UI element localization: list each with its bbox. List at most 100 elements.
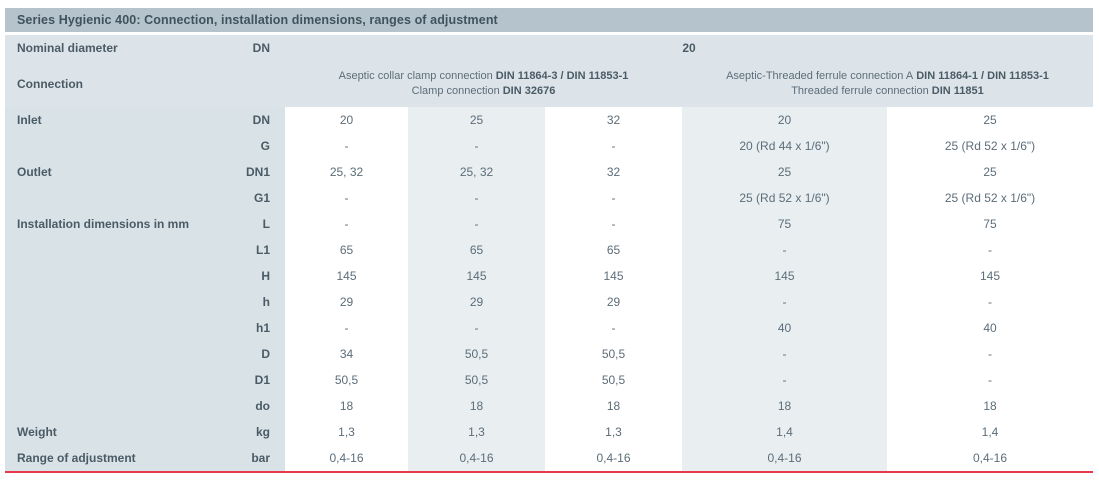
group-text: Aseptic collar clamp connection xyxy=(338,70,493,82)
cell-value: 25 xyxy=(983,113,997,127)
row-symbol: H xyxy=(250,263,285,289)
cell-value: 32 xyxy=(606,113,621,127)
table-row: D1 50,5 50,5 50,5 - - xyxy=(5,367,1093,393)
row-symbol: kg xyxy=(250,419,285,445)
row-label xyxy=(5,367,250,393)
cell-value: 18 xyxy=(682,393,887,419)
cell-value: - xyxy=(682,289,887,315)
cell-value: 75 xyxy=(983,217,997,231)
cell-value: 0,4-16 xyxy=(682,445,887,471)
row-label: Weight xyxy=(5,419,250,445)
row-symbol: do xyxy=(250,393,285,419)
group-text: Threaded ferrule connection xyxy=(791,85,929,97)
cell-value: 0,4-16 xyxy=(972,451,1008,465)
cell-value: 1,3 xyxy=(605,425,622,439)
group-text: Clamp connection xyxy=(411,85,500,97)
table-row: D 34 50,5 50,5 - - xyxy=(5,341,1093,367)
cell-value: 1,3 xyxy=(408,419,545,445)
row-symbol: bar xyxy=(250,445,285,471)
row-label xyxy=(5,289,250,315)
table-row: Installation dimensions in mm L - - - 75… xyxy=(5,211,1093,237)
cell-value: 29 xyxy=(408,289,545,315)
nominal-diameter-label: Nominal diameter xyxy=(17,41,118,55)
cell-value: 25, 32 xyxy=(408,159,545,185)
nominal-diameter-row: Nominal diameter DN 20 xyxy=(5,35,1093,61)
cell-value: 18 xyxy=(339,399,354,413)
table-row: Inlet DN 20 25 32 20 25 xyxy=(5,107,1093,133)
connection-label: Connection xyxy=(17,77,83,91)
table-row: do 18 18 18 18 18 xyxy=(5,393,1093,419)
cell-value: 145 xyxy=(336,269,357,283)
cell-value: 25 xyxy=(682,159,887,185)
cell-value: - xyxy=(408,133,545,159)
row-symbol: DN1 xyxy=(246,159,285,185)
row-symbol: h xyxy=(250,289,285,315)
table-title: Series Hygienic 400: Connection, install… xyxy=(5,8,1093,32)
cell-value: 40 xyxy=(682,315,887,341)
cell-value: - xyxy=(611,191,616,205)
cell-value: - xyxy=(988,373,992,387)
cell-value: - xyxy=(682,237,887,263)
table-body: Inlet DN 20 25 32 20 25 G - - - 20 (Rd 4… xyxy=(5,107,1093,471)
cell-value: - xyxy=(988,347,992,361)
cell-value: 20 (Rd 44 x 1/6") xyxy=(682,133,887,159)
cell-value: - xyxy=(344,139,349,153)
cell-value: 50,5 xyxy=(601,373,626,387)
nominal-diameter-symbol: DN xyxy=(252,41,270,55)
row-label xyxy=(5,393,250,419)
group-text: Aseptic-Threaded ferrule connection A xyxy=(726,70,914,82)
cell-value: 145 xyxy=(682,263,887,289)
cell-value: 65 xyxy=(408,237,545,263)
cell-value: - xyxy=(408,185,545,211)
cell-value: 75 xyxy=(682,211,887,237)
cell-value: 1,4 xyxy=(682,419,887,445)
cell-value: - xyxy=(682,367,887,393)
connection-group-clamp-line1: Aseptic collar clamp connection DIN 11864… xyxy=(285,69,682,84)
cell-value: 50,5 xyxy=(601,347,626,361)
row-label: Outlet xyxy=(5,159,250,185)
cell-value: - xyxy=(344,217,349,231)
cell-value: - xyxy=(611,217,616,231)
cell-value: 1,3 xyxy=(338,425,355,439)
group-din-standard: DIN 11864-3 / DIN 11853-1 xyxy=(495,70,629,82)
row-label xyxy=(5,263,250,289)
cell-value: - xyxy=(408,211,545,237)
cell-value: 145 xyxy=(408,263,545,289)
table-header: Nominal diameter DN 20 Connection Asepti… xyxy=(5,35,1093,107)
cell-value: 1,4 xyxy=(981,425,999,439)
table-row: h1 - - - 40 40 xyxy=(5,315,1093,341)
row-symbol: DN xyxy=(250,107,285,133)
connection-group-threaded-line2: Threaded ferrule connection DIN 11851 xyxy=(682,84,1093,99)
row-label xyxy=(5,133,250,159)
cell-value: 25 (Rd 52 x 1/6") xyxy=(944,139,1036,153)
connection-group-threaded: Aseptic-Threaded ferrule connection A DIN… xyxy=(682,69,1093,99)
connection-group-clamp: Aseptic collar clamp connection DIN 11864… xyxy=(285,69,682,99)
cell-value: 25 xyxy=(983,165,997,179)
cell-value: 18 xyxy=(983,399,997,413)
cell-value: - xyxy=(611,321,616,335)
row-label: Installation dimensions in mm xyxy=(5,211,250,237)
cell-value: 145 xyxy=(603,269,624,283)
cell-value: 50,5 xyxy=(334,373,359,387)
row-symbol: D xyxy=(250,341,285,367)
row-label xyxy=(5,185,250,211)
group-din-standard: DIN 11864-1 / DIN 11853-1 xyxy=(916,70,1049,82)
cell-value: 18 xyxy=(408,393,545,419)
connection-row: Connection Aseptic collar clamp connecti… xyxy=(5,61,1093,107)
cell-value: 25, 32 xyxy=(329,165,364,179)
cell-value: 29 xyxy=(339,295,354,309)
cell-value: - xyxy=(344,191,349,205)
cell-value: 29 xyxy=(606,295,621,309)
cell-value: 0,4-16 xyxy=(596,451,631,465)
connection-group-clamp-line2: Clamp connection DIN 32676 xyxy=(285,84,682,99)
group-din-standard: DIN 32676 xyxy=(502,85,556,97)
cell-value: 32 xyxy=(606,165,621,179)
table-row: Range of adjustment bar 0,4-16 0,4-16 0,… xyxy=(5,445,1093,471)
table-row: Outlet DN1 25, 32 25, 32 32 25 25 xyxy=(5,159,1093,185)
cell-value: - xyxy=(611,139,616,153)
row-symbol: G xyxy=(250,133,285,159)
nominal-diameter-value: 20 xyxy=(682,41,696,55)
cell-value: 34 xyxy=(339,347,354,361)
connection-group-threaded-line1: Aseptic-Threaded ferrule connection A DIN… xyxy=(682,69,1093,84)
table-row: G1 - - - 25 (Rd 52 x 1/6") 25 (Rd 52 x 1… xyxy=(5,185,1093,211)
